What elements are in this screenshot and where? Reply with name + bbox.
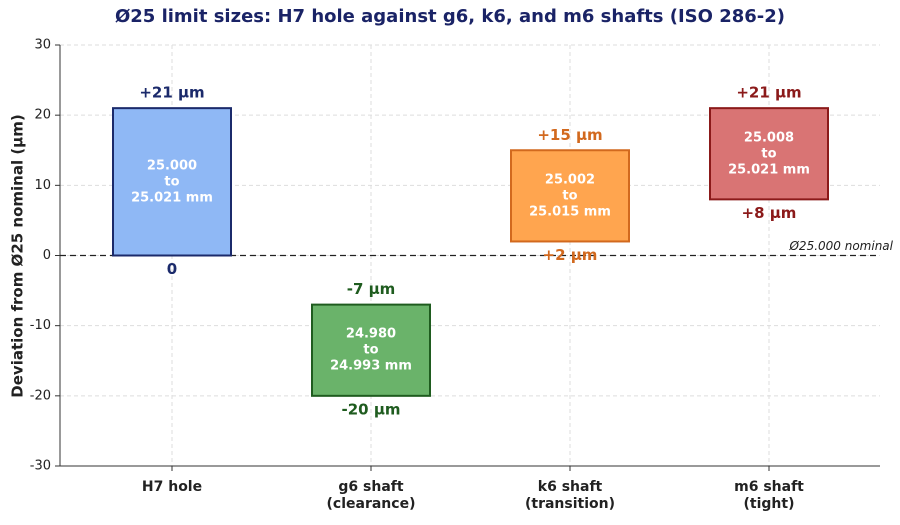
range-label: to [363, 343, 378, 358]
lower-label: +8 µm [742, 204, 797, 222]
range-label: 25.021 mm [131, 190, 213, 205]
y-tick-label: -20 [30, 388, 51, 403]
range-label: 25.015 mm [529, 204, 611, 219]
range-label: 25.021 mm [728, 162, 810, 177]
range-label: 24.980 [346, 327, 396, 342]
x-tick-label: H7 hole [142, 479, 202, 495]
x-tick-label: m6 shaft [734, 479, 804, 495]
range-label: 25.008 [744, 130, 794, 145]
bar [112, 107, 232, 257]
upper-label: +21 µm [736, 84, 801, 102]
lower-label: -20 µm [342, 400, 401, 418]
y-tick-label: 30 [34, 38, 51, 53]
lower-label: +2 µm [543, 246, 598, 264]
range-label: 25.002 [545, 172, 595, 187]
x-tick-label: (tight) [744, 496, 795, 512]
bar [510, 149, 630, 243]
range-label: to [761, 146, 776, 161]
lower-label: 0 [167, 260, 177, 278]
range-label: to [164, 174, 179, 189]
x-tick-label: g6 shaft [338, 479, 403, 495]
y-tick-label: 20 [34, 108, 51, 123]
range-label: 24.993 mm [330, 359, 412, 374]
range-label: to [562, 188, 577, 203]
upper-label: +21 µm [139, 84, 204, 102]
chart-title: Ø25 limit sizes: H7 hole against g6, k6,… [115, 6, 785, 27]
y-tick-label: -30 [30, 459, 51, 474]
upper-label: +15 µm [537, 126, 602, 144]
x-tick-label: (clearance) [327, 496, 416, 512]
bar [311, 303, 431, 397]
x-tick-label: (transition) [525, 496, 615, 512]
reference-label: Ø25.000 nominal [788, 239, 893, 253]
y-tick-label: 0 [43, 248, 51, 263]
x-tick-label: k6 shaft [538, 479, 603, 495]
bar [709, 107, 829, 201]
y-tick-label: -10 [30, 318, 51, 333]
upper-label: -7 µm [347, 280, 396, 298]
range-label: 25.000 [147, 158, 197, 173]
y-tick-label: 10 [34, 178, 51, 193]
y-axis-label: Deviation from Ø25 nominal (µm) [9, 114, 27, 397]
